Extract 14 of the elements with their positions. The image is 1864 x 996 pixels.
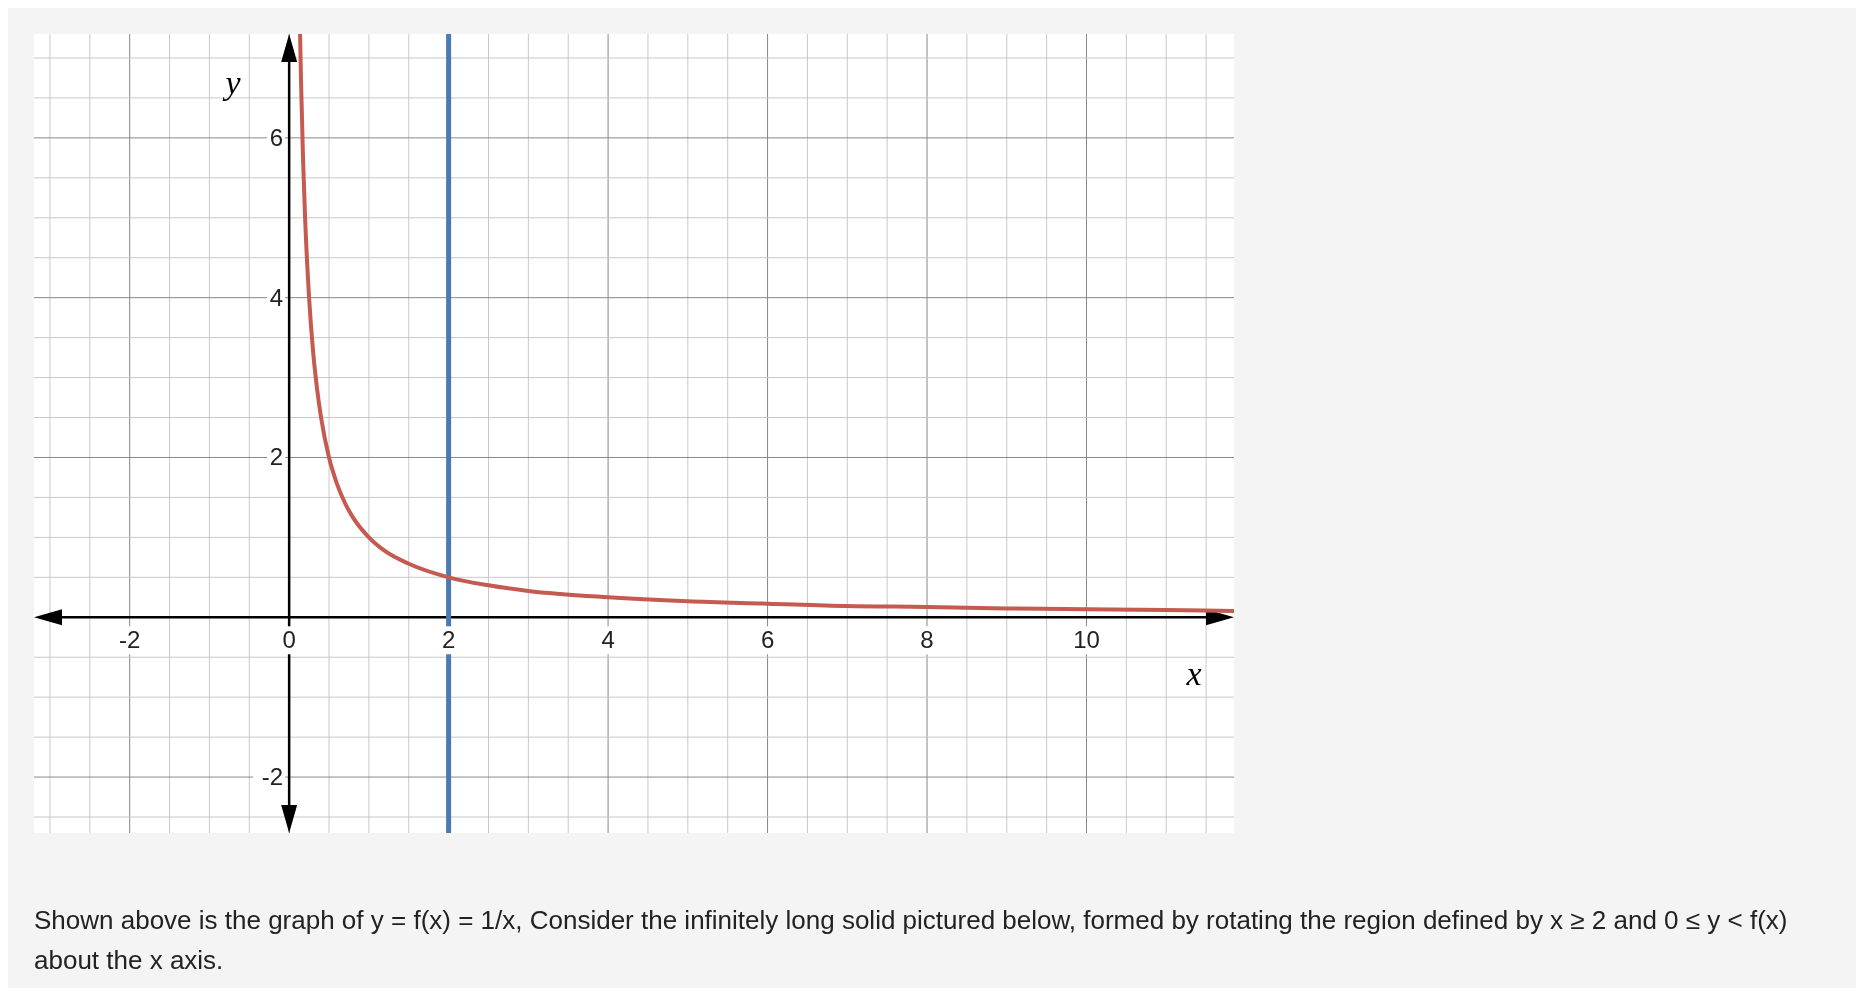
x-tick-label: 2 xyxy=(441,626,456,654)
y-tick-label: -2 xyxy=(261,763,284,791)
x-tick-label: 6 xyxy=(760,626,775,654)
text: Shown above is the graph of y = f(x) = 1/x, Consider the infinitely long solid pictured below, formed by rotating the region defined by x ≥ 2 and 0 ≤ y < f(x) about the x axis. xyxy=(34,904,1789,977)
y-tick-label: 6 xyxy=(269,123,284,151)
x-tick-label: -2 xyxy=(119,626,141,654)
x-axis-title: x xyxy=(1185,655,1202,693)
x-tick-label: 4 xyxy=(601,626,615,654)
y-tick-label: 4 xyxy=(269,283,284,311)
x-tick-label: 0 xyxy=(282,626,296,654)
y-tick-label: 2 xyxy=(269,443,284,471)
y-axis-title: y xyxy=(222,64,242,101)
x-tick-label: 10 xyxy=(1073,626,1100,654)
x-tick-label: 8 xyxy=(920,626,934,654)
